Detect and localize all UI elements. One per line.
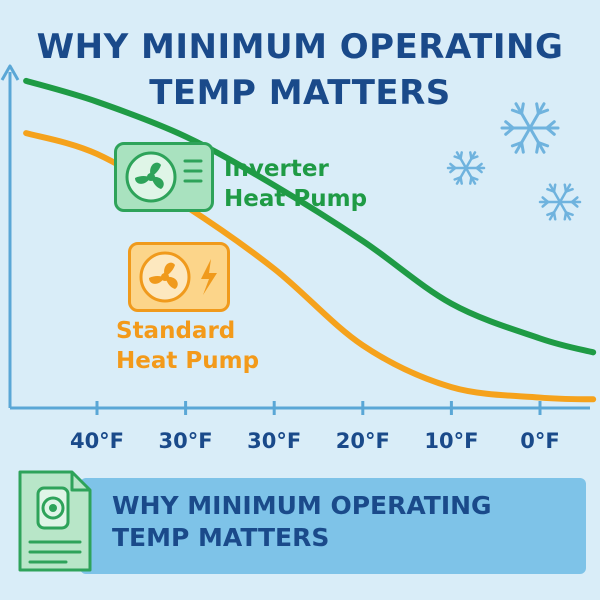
- document-icon: [18, 470, 92, 572]
- footer-title: WHY MINIMUM OPERATING TEMP MATTERS: [112, 490, 492, 554]
- x-tick-label-5: 0°F: [520, 429, 559, 453]
- x-tick-label-4: 10°F: [424, 429, 478, 453]
- legend-inverter-heat-pump: Inverter Heat Pump: [224, 154, 367, 214]
- standard-label-line-2: Heat Pump: [116, 348, 260, 374]
- x-tick-label-3: 20°F: [336, 429, 390, 453]
- x-tick-label-1: 30°F: [159, 429, 213, 453]
- snowflake-icon-medium: [538, 183, 582, 221]
- inverter-label-line-2: Heat Pump: [224, 186, 368, 212]
- footer-banner: [80, 478, 586, 574]
- footer-line-2: TEMP MATTERS: [112, 523, 330, 552]
- inverter-unit-icon: [114, 142, 214, 212]
- standard-unit-icon: [128, 242, 230, 312]
- legend-standard-heat-pump: Standard Heat Pump: [116, 316, 259, 376]
- snowflake-icon-large: [500, 102, 560, 154]
- x-tick-label-2: 30°F: [247, 429, 301, 453]
- title-line-2: TEMP MATTERS: [149, 73, 451, 113]
- y-axis-arrow: [0, 64, 20, 81]
- series-line-inverter: [23, 77, 597, 356]
- x-tick-label-0: 40°F: [70, 429, 124, 453]
- page-title: WHY MINIMUM OPERATING TEMP MATTERS: [0, 24, 600, 116]
- footer-line-1: WHY MINIMUM OPERATING: [112, 491, 492, 520]
- inverter-label-line-1: Inverter: [224, 156, 329, 182]
- series-line-standard: [23, 130, 597, 403]
- snowflake-icon-small: [446, 151, 486, 185]
- fan-lightning-icon: [139, 251, 217, 303]
- fan-icon: [125, 151, 203, 203]
- title-line-1: WHY MINIMUM OPERATING: [36, 27, 564, 67]
- standard-label-line-1: Standard: [116, 318, 236, 344]
